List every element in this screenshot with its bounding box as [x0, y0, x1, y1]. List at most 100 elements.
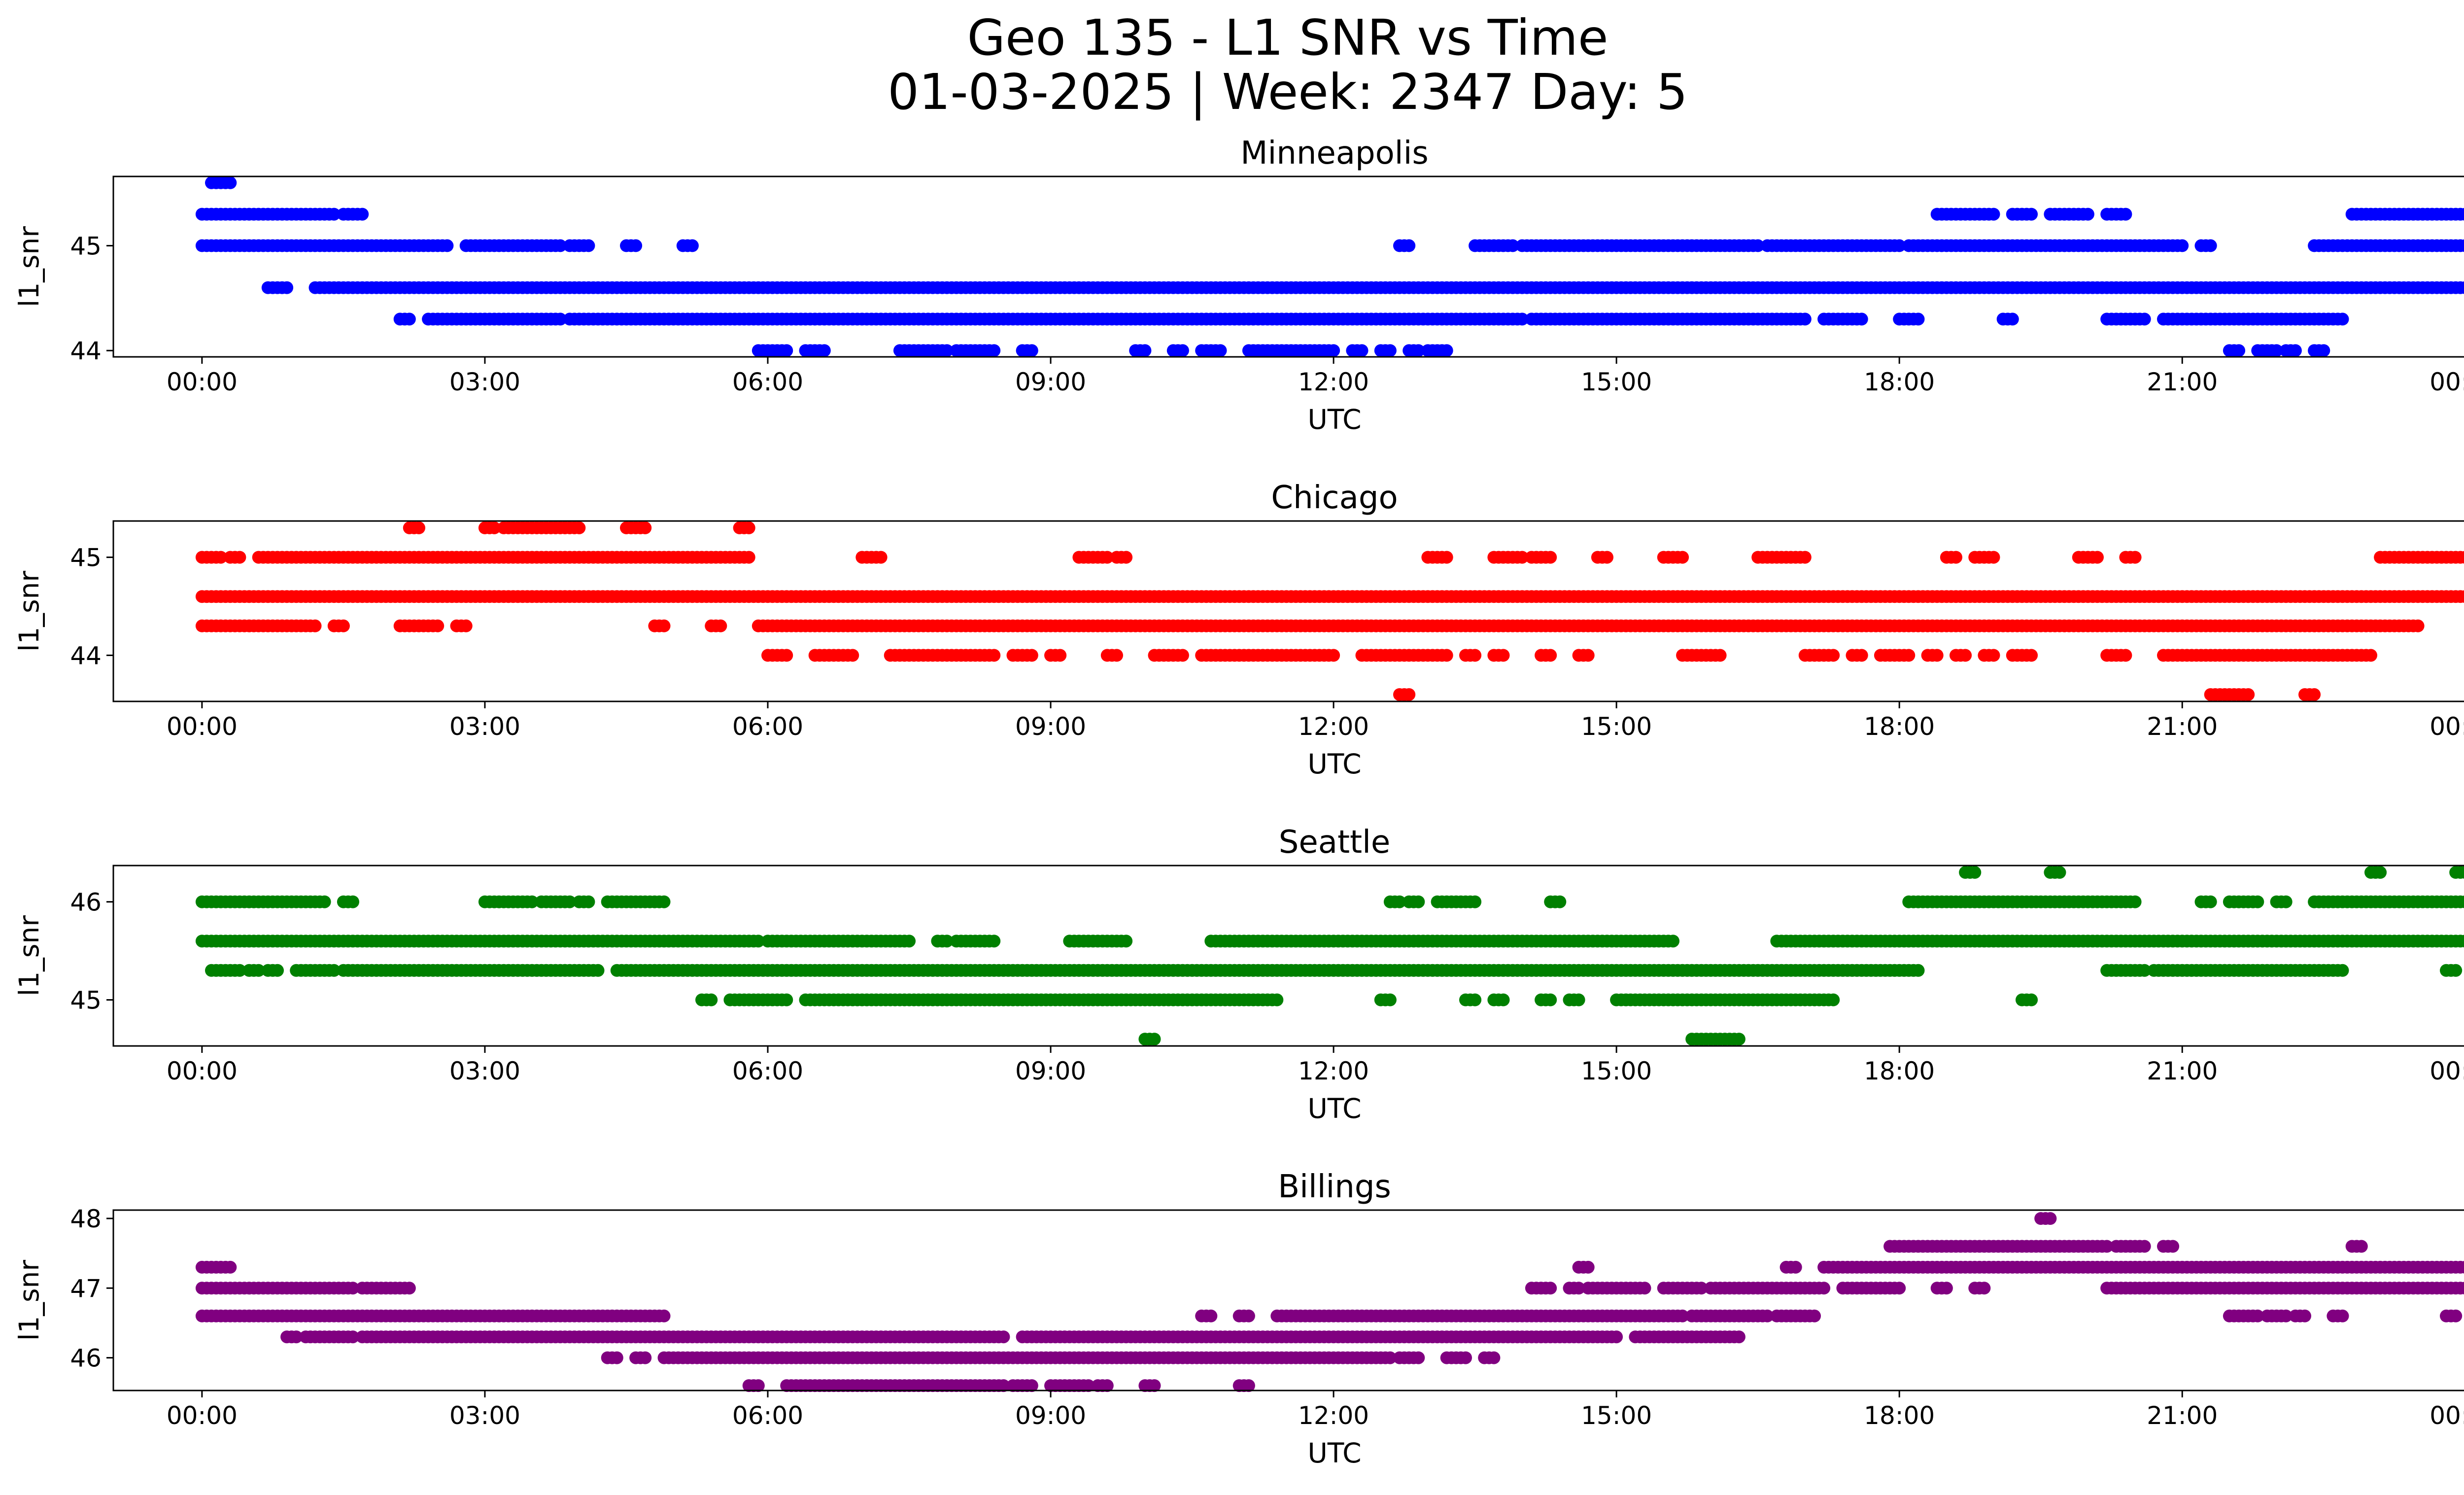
data-point: [1713, 649, 1727, 662]
data-point: [2100, 1240, 2114, 1253]
minneapolis-xlabel: UTC: [1307, 404, 1361, 435]
x-tick-label: 21:00: [2147, 1057, 2218, 1085]
x-tick-label: 09:00: [1015, 368, 1086, 396]
data-point: [1412, 344, 1425, 357]
x-tick-label: 15:00: [1581, 1057, 1652, 1085]
data-point: [2025, 208, 2038, 221]
data-point: [1676, 551, 1689, 564]
data-point: [1544, 649, 1557, 662]
data-point: [2308, 688, 2321, 701]
data-point: [1601, 551, 1613, 564]
x-tick-label: 00:00: [2430, 368, 2464, 396]
data-point: [742, 551, 755, 564]
data-point: [988, 935, 1001, 948]
data-point: [2251, 895, 2264, 908]
data-point: [2119, 649, 2132, 662]
chicago-xlabel: UTC: [1307, 748, 1361, 780]
data-point: [988, 344, 1001, 357]
data-point: [1497, 649, 1510, 662]
data-point: [705, 993, 718, 1007]
data-point: [1025, 649, 1038, 662]
figure-title-line1: Geo 135 - L1 SNR vs Time: [967, 9, 1608, 67]
data-point: [554, 239, 567, 252]
x-tick-label: 06:00: [732, 712, 803, 741]
data-point: [1440, 344, 1453, 357]
data-point: [2336, 964, 2349, 977]
data-point: [657, 619, 671, 632]
data-point: [1902, 649, 1916, 662]
seattle-xlabel: UTC: [1307, 1093, 1361, 1124]
data-point: [554, 313, 567, 326]
data-point: [1610, 1330, 1623, 1344]
data-point: [2204, 895, 2217, 908]
x-tick-label: 09:00: [1015, 1057, 1086, 1085]
y-tick-label: 45: [70, 544, 102, 572]
data-point: [1383, 344, 1397, 357]
data-point: [318, 895, 331, 908]
x-tick-label: 00:00: [2430, 1057, 2464, 1085]
data-point: [1176, 649, 1189, 662]
minneapolis-ylabel: l1_snr: [13, 226, 45, 307]
data-point: [1270, 993, 1284, 1007]
data-point: [2091, 551, 2104, 564]
data-point: [2374, 866, 2387, 879]
data-point: [1327, 649, 1340, 662]
chicago-axes-frame: [112, 520, 2464, 702]
data-point: [1176, 344, 1189, 357]
chicago-ylabel: l1_snr: [13, 571, 45, 652]
data-point: [1440, 649, 1453, 662]
minneapolis-title: Minneapolis: [1240, 135, 1428, 172]
data-point: [1667, 935, 1679, 948]
data-point: [356, 208, 369, 221]
data-point: [1950, 551, 1962, 564]
data-point: [403, 313, 416, 326]
data-point: [1789, 1260, 1802, 1274]
data-point: [629, 239, 643, 252]
data-point: [1440, 551, 1453, 564]
data-point: [488, 521, 501, 534]
data-point: [1732, 1330, 1745, 1344]
data-point: [1912, 964, 1925, 977]
data-point: [1987, 208, 2000, 221]
data-point: [780, 344, 793, 357]
data-point: [940, 935, 954, 948]
data-point: [1827, 649, 1840, 662]
data-point: [846, 649, 859, 662]
data-point: [582, 239, 595, 252]
data-point: [441, 239, 454, 252]
data-point: [1798, 313, 1812, 326]
data-point: [2166, 1240, 2180, 1253]
data-point: [1469, 895, 1482, 908]
data-point: [1855, 313, 1868, 326]
data-point: [1403, 239, 1416, 252]
data-point: [1214, 344, 1227, 357]
data-point: [582, 895, 595, 908]
data-point: [1695, 1282, 1708, 1295]
data-point: [2459, 239, 2464, 252]
data-point: [346, 895, 359, 908]
x-tick-label: 12:00: [1298, 712, 1369, 741]
data-point: [1120, 551, 1133, 564]
data-point: [2317, 344, 2330, 357]
data-point: [742, 521, 755, 534]
seattle-ylabel: l1_snr: [13, 915, 45, 996]
data-point: [685, 239, 699, 252]
data-point: [1242, 1309, 1255, 1322]
data-point: [280, 281, 294, 294]
x-tick-label: 18:00: [1864, 712, 1935, 741]
data-point: [2411, 619, 2425, 632]
data-point: [2459, 208, 2464, 221]
data-point: [1959, 649, 1972, 662]
data-point: [1855, 649, 1868, 662]
data-point: [1940, 1282, 1953, 1295]
x-tick-label: 00:00: [167, 368, 238, 396]
data-point: [1987, 649, 2000, 662]
data-point: [1732, 1033, 1745, 1046]
data-point: [1327, 344, 1340, 357]
data-point: [1978, 1282, 1991, 1295]
data-point: [1893, 1282, 1906, 1295]
data-point: [780, 993, 793, 1007]
